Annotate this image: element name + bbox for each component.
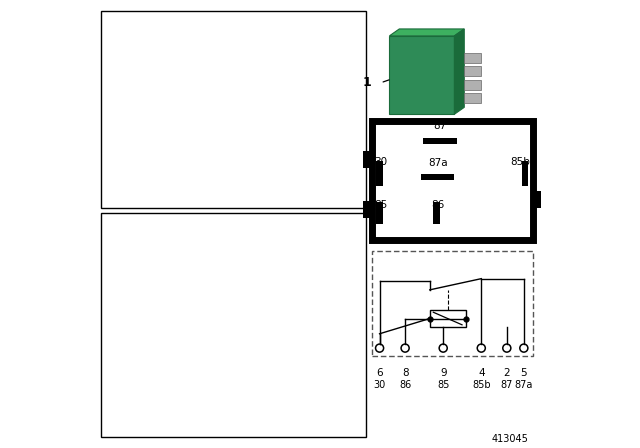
Bar <box>534 190 541 207</box>
Bar <box>363 151 370 168</box>
Bar <box>363 201 370 218</box>
Bar <box>464 66 481 76</box>
Bar <box>464 53 481 63</box>
Text: 413045: 413045 <box>492 434 529 444</box>
Text: 30: 30 <box>374 380 386 390</box>
Bar <box>464 93 481 103</box>
Text: 87a: 87a <box>515 380 533 390</box>
Text: 4: 4 <box>478 368 484 378</box>
Text: 1: 1 <box>363 76 371 90</box>
Bar <box>101 11 365 208</box>
Text: 86: 86 <box>399 380 412 390</box>
Text: 6: 6 <box>376 368 383 378</box>
Bar <box>376 161 383 185</box>
Text: 30: 30 <box>374 157 387 168</box>
Text: 87: 87 <box>500 380 513 390</box>
Bar <box>433 202 440 224</box>
Bar <box>389 36 454 114</box>
Bar <box>371 251 532 356</box>
Bar <box>101 213 365 437</box>
Bar <box>376 202 383 224</box>
Text: 85: 85 <box>437 380 449 390</box>
Text: 86: 86 <box>431 200 444 210</box>
Polygon shape <box>454 29 464 114</box>
Bar <box>464 80 481 90</box>
Bar <box>522 161 529 185</box>
Text: 85b: 85b <box>511 157 531 168</box>
Bar <box>371 121 532 240</box>
Text: 87a: 87a <box>428 158 447 168</box>
Text: 5: 5 <box>520 368 527 378</box>
Bar <box>421 173 454 180</box>
Bar <box>430 310 466 327</box>
Bar <box>423 138 456 144</box>
Text: 2: 2 <box>504 368 510 378</box>
Text: 8: 8 <box>402 368 408 378</box>
Text: 87: 87 <box>433 121 447 131</box>
Text: 85: 85 <box>374 200 387 210</box>
Text: 85b: 85b <box>472 380 491 390</box>
Polygon shape <box>389 29 464 36</box>
Text: 9: 9 <box>440 368 447 378</box>
